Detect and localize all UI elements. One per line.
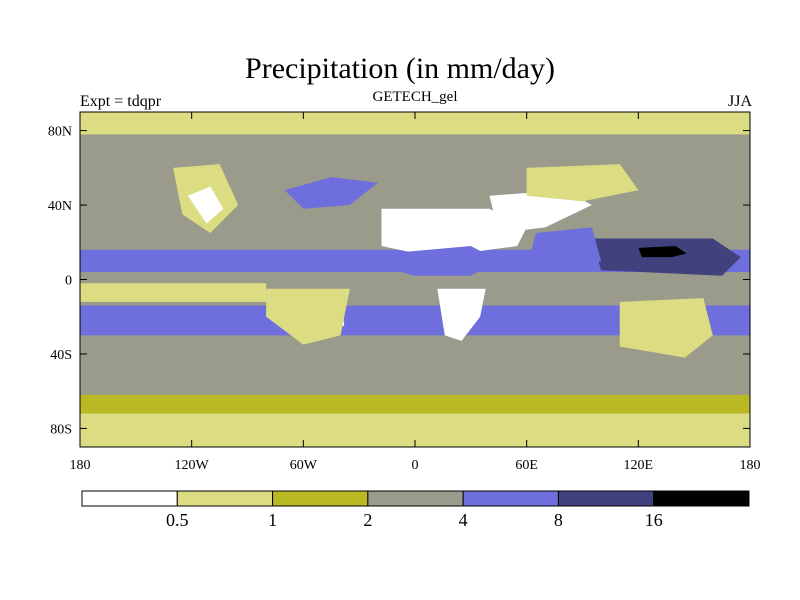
precip-region-sahara — [381, 208, 527, 258]
map-title: Precipitation (in mm/day) — [245, 52, 555, 85]
map-ticks: 180 120W 60W 0 60E 120E 180 80N 40N 0 40S 80S — [48, 112, 761, 473]
precip-region-antarctic-margin — [80, 394, 750, 414]
precip-region-subtropical-pacific-south — [80, 283, 267, 302]
colorbar-box — [272, 490, 369, 507]
colorbar-labels: 0.5 1 2 4 8 16 — [166, 510, 663, 530]
x-tick-label: 180 — [740, 458, 761, 473]
colorbar-label: 8 — [554, 510, 563, 530]
season-label: JJA — [727, 93, 752, 110]
y-tick-label: 80N — [48, 125, 72, 140]
colorbar-label: 16 — [645, 510, 663, 530]
precip-region-south-africa — [437, 288, 486, 341]
colorbar-box — [367, 490, 464, 507]
precip-region-antarctic-coast — [80, 413, 750, 447]
colorbar-label: 4 — [459, 510, 468, 530]
precip-region-central-asia-yellow — [526, 164, 639, 202]
colorbar-box — [462, 490, 559, 507]
map-subtitle: GETECH_gel — [372, 89, 458, 105]
colorbar-label: 1 — [268, 510, 277, 530]
colorbar-boxes — [81, 490, 750, 507]
colorbar-box — [176, 490, 274, 507]
x-tick-label: 180 — [70, 458, 91, 473]
precip-region-indian-monsoon — [530, 227, 602, 269]
colorbar-box — [557, 490, 655, 507]
colorbar-label: 0.5 — [166, 510, 189, 530]
y-tick-label: 0 — [65, 274, 72, 289]
precip-region-africa-tropics — [387, 246, 499, 276]
colorbar-label: 2 — [363, 510, 372, 530]
x-tick-label: 0 — [412, 458, 419, 473]
precip-region-arabia-central-asia — [489, 190, 592, 233]
y-tick-label: 40N — [48, 199, 72, 214]
x-tick-label: 120W — [175, 458, 210, 473]
x-tick-label: 60E — [515, 458, 538, 473]
x-tick-label: 60W — [290, 458, 318, 473]
map-fill-layer — [80, 112, 750, 447]
precip-region-australia-yellow — [619, 298, 713, 358]
y-tick-label: 40S — [50, 348, 72, 363]
precip-region-west-pacific-core — [638, 246, 687, 258]
colorbar-box — [653, 490, 750, 507]
precip-region-south-america-yellow — [266, 288, 350, 345]
y-tick-label: 80S — [50, 422, 72, 437]
x-tick-label: 120E — [624, 458, 654, 473]
precip-region-north-atlantic — [284, 177, 378, 209]
colorbar-box — [81, 490, 178, 507]
precip-region-north-america-interior — [187, 186, 224, 224]
precip-region-southern-storm-track — [80, 305, 750, 336]
precip-region-polar-north — [80, 112, 750, 135]
experiment-label: Expt = tdqpr — [80, 93, 162, 110]
